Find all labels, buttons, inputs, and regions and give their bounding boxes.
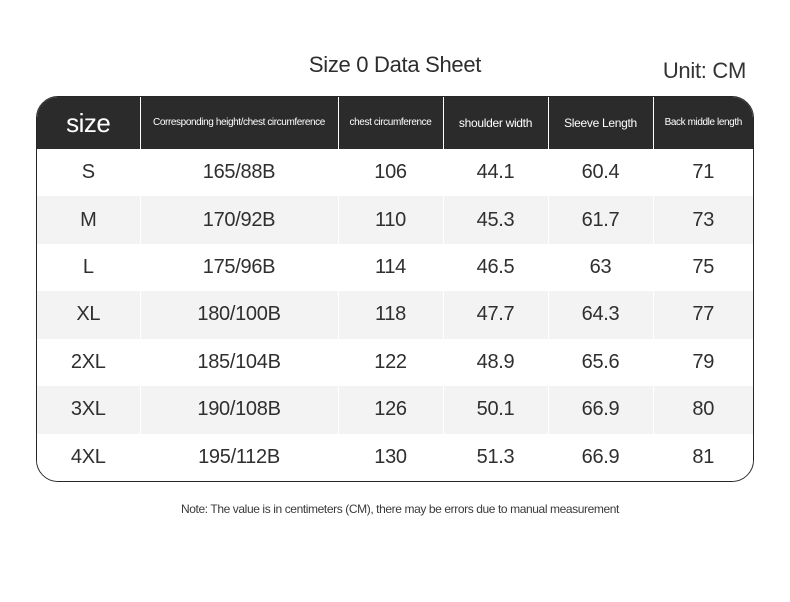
size-table: size Corresponding height/chest circumfe… (37, 97, 753, 481)
cell-height-chest: 175/96B (140, 243, 339, 292)
cell-shoulder: 51.3 (443, 433, 549, 481)
cell-chest: 118 (338, 291, 444, 339)
cell-sleeve: 66.9 (548, 433, 654, 481)
cell-sleeve: 65.6 (548, 338, 654, 387)
table-body: S 165/88B 106 44.1 60.4 71 M 170/92B 110… (37, 149, 753, 481)
table-row: XL 180/100B 118 47.7 64.3 77 (37, 291, 753, 339)
header-height-chest: Corresponding height/chest circumference (140, 97, 339, 149)
cell-size: 2XL (37, 338, 141, 387)
table-header: size Corresponding height/chest circumfe… (37, 97, 753, 149)
cell-chest: 110 (338, 196, 444, 244)
cell-shoulder: 45.3 (443, 196, 549, 244)
cell-back-length: 75 (653, 243, 753, 292)
cell-size: L (37, 243, 141, 292)
cell-chest: 106 (338, 149, 444, 197)
cell-height-chest: 170/92B (140, 196, 339, 244)
cell-height-chest: 165/88B (140, 149, 339, 197)
cell-size: S (37, 149, 141, 197)
table-row: 2XL 185/104B 122 48.9 65.6 79 (37, 338, 753, 387)
cell-chest: 130 (338, 433, 444, 481)
cell-sleeve: 60.4 (548, 149, 654, 197)
cell-height-chest: 185/104B (140, 338, 339, 387)
table-row: 4XL 195/112B 130 51.3 66.9 81 (37, 433, 753, 481)
cell-height-chest: 190/108B (140, 386, 339, 434)
cell-sleeve: 61.7 (548, 196, 654, 244)
cell-chest: 114 (338, 243, 444, 292)
cell-size: M (37, 196, 141, 244)
cell-size: XL (37, 291, 141, 339)
cell-shoulder: 44.1 (443, 149, 549, 197)
cell-back-length: 81 (653, 433, 753, 481)
measurement-note: Note: The value is in centimeters (CM), … (181, 502, 619, 516)
cell-height-chest: 180/100B (140, 291, 339, 339)
cell-sleeve: 64.3 (548, 291, 654, 339)
cell-back-length: 77 (653, 291, 753, 339)
header-chest-circumference: chest circumference (338, 97, 444, 149)
unit-label: Unit: CM (662, 58, 746, 83)
cell-shoulder: 47.7 (443, 291, 549, 339)
size-table-container: size Corresponding height/chest circumfe… (36, 96, 754, 482)
page-title: Size 0 Data Sheet (308, 52, 482, 77)
table-row: L 175/96B 114 46.5 63 75 (37, 243, 753, 292)
table-row: M 170/92B 110 45.3 61.7 73 (37, 196, 753, 244)
cell-size: 3XL (37, 386, 141, 434)
header-shoulder-width: shoulder width (443, 97, 549, 149)
header-sleeve-length: Sleeve Length (548, 97, 654, 149)
cell-back-length: 79 (653, 338, 753, 387)
cell-chest: 126 (338, 386, 444, 434)
cell-shoulder: 46.5 (443, 243, 549, 292)
table-row: S 165/88B 106 44.1 60.4 71 (37, 149, 753, 197)
cell-back-length: 80 (653, 386, 753, 434)
table-row: 3XL 190/108B 126 50.1 66.9 80 (37, 386, 753, 434)
cell-back-length: 73 (653, 196, 753, 244)
header-back-middle-length: Back middle length (664, 117, 743, 128)
cell-size: 4XL (37, 433, 141, 481)
cell-chest: 122 (338, 338, 444, 387)
cell-height-chest: 195/112B (140, 433, 339, 481)
cell-sleeve: 66.9 (548, 386, 654, 434)
cell-sleeve: 63 (548, 243, 654, 292)
cell-shoulder: 48.9 (443, 338, 549, 387)
header-row: size Corresponding height/chest circumfe… (37, 97, 753, 149)
header-size: size (37, 97, 141, 149)
cell-shoulder: 50.1 (443, 386, 549, 434)
cell-back-length: 71 (653, 149, 753, 197)
